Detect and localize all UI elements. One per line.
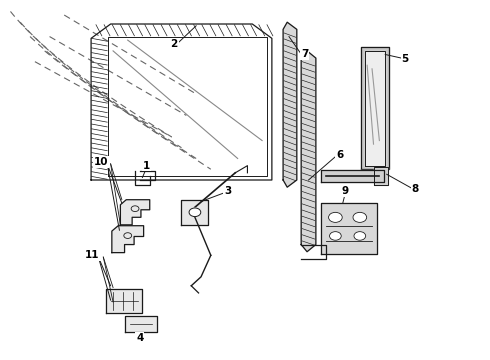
Polygon shape bbox=[374, 167, 388, 185]
Polygon shape bbox=[301, 51, 316, 252]
Text: 5: 5 bbox=[402, 54, 409, 64]
Circle shape bbox=[189, 208, 201, 217]
Text: 9: 9 bbox=[342, 186, 349, 196]
Text: 8: 8 bbox=[412, 184, 418, 194]
Circle shape bbox=[329, 212, 342, 222]
Text: 1: 1 bbox=[143, 161, 150, 171]
Polygon shape bbox=[125, 316, 157, 332]
Polygon shape bbox=[181, 200, 208, 225]
Circle shape bbox=[354, 231, 366, 240]
Text: 4: 4 bbox=[136, 333, 144, 343]
Circle shape bbox=[330, 231, 341, 240]
Polygon shape bbox=[321, 203, 377, 253]
Text: 2: 2 bbox=[171, 40, 178, 49]
Polygon shape bbox=[361, 47, 389, 169]
Polygon shape bbox=[112, 226, 144, 253]
Text: 7: 7 bbox=[301, 49, 308, 59]
Polygon shape bbox=[106, 289, 143, 313]
Polygon shape bbox=[121, 200, 150, 225]
Polygon shape bbox=[321, 170, 384, 182]
Text: 11: 11 bbox=[85, 250, 100, 260]
Text: 10: 10 bbox=[94, 157, 108, 167]
Polygon shape bbox=[283, 22, 297, 187]
Text: 6: 6 bbox=[336, 150, 343, 160]
Circle shape bbox=[353, 212, 367, 222]
Polygon shape bbox=[365, 51, 385, 166]
Text: 3: 3 bbox=[224, 186, 231, 197]
